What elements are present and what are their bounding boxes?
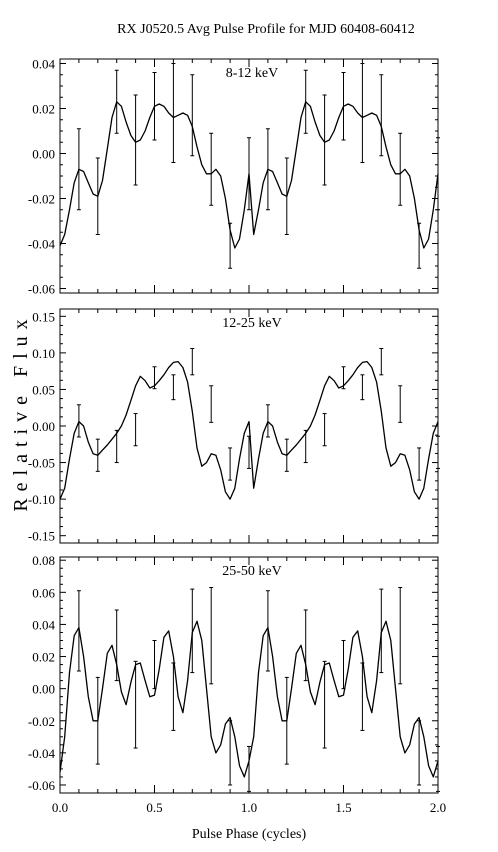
y-tick-label: 0.02 bbox=[32, 650, 55, 665]
x-tick-label: 2.0 bbox=[430, 800, 446, 815]
y-tick-label: 0.04 bbox=[32, 617, 55, 632]
energy-band-label: 25-50 keV bbox=[222, 564, 282, 579]
panel-25-50: -0.06 -0.04 -0.02 0.00 0.02 0.04 0.06 0.08 0.0 0.… bbox=[28, 553, 446, 815]
energy-band-label: 8-12 keV bbox=[226, 66, 279, 81]
x-axis-label: Pulse Phase (cycles) bbox=[192, 827, 307, 842]
y-tick-label: 0.08 bbox=[32, 553, 55, 568]
y-tick-label: 0.05 bbox=[32, 382, 55, 397]
x-tick-label: 0.5 bbox=[146, 800, 162, 815]
profile-curve bbox=[59, 360, 439, 500]
panels-group: -0.06 -0.04 -0.02 0.00 0.02 0.04 8-12 keV -0.15… bbox=[28, 57, 446, 816]
y-tick-label: -0.15 bbox=[28, 529, 55, 544]
y-tick-label: 0.10 bbox=[32, 346, 55, 361]
panel-8-12: -0.06 -0.04 -0.02 0.00 0.02 0.04 8-12 keV bbox=[28, 57, 440, 297]
y-tick-label: -0.10 bbox=[28, 492, 55, 507]
chart-title: RX J0520.5 Avg Pulse Profile for MJD 604… bbox=[117, 22, 415, 37]
x-tick-label: 0.0 bbox=[52, 800, 68, 815]
y-tick-label: -0.04 bbox=[28, 746, 56, 761]
y-tick-label: 0.04 bbox=[32, 57, 55, 72]
x-tick-label: 1.5 bbox=[335, 800, 351, 815]
y-tick-label: 0.15 bbox=[32, 309, 55, 324]
y-tick-label: -0.06 bbox=[28, 282, 56, 297]
y-tick-label: 0.00 bbox=[32, 682, 55, 697]
y-tick-label: -0.02 bbox=[28, 192, 55, 207]
y-tick-label: 0.00 bbox=[32, 147, 55, 162]
y-tick-label: 0.02 bbox=[32, 102, 55, 117]
y-tick-label: -0.02 bbox=[28, 714, 55, 729]
y-tick-label: 0.00 bbox=[32, 419, 55, 434]
y-tick-label: -0.06 bbox=[28, 778, 56, 793]
y-axis-label: Relative Flux bbox=[10, 312, 32, 511]
y-tick-label: 0.06 bbox=[32, 585, 55, 600]
y-tick-label: -0.04 bbox=[28, 237, 56, 252]
energy-band-label: 12-25 keV bbox=[222, 316, 282, 331]
y-tick-label: -0.05 bbox=[28, 456, 55, 471]
panel-12-25: -0.15 -0.10 -0.05 0.00 0.05 0.10 0.15 12-25 keV bbox=[28, 308, 440, 544]
x-tick-label: 1.0 bbox=[241, 800, 257, 815]
